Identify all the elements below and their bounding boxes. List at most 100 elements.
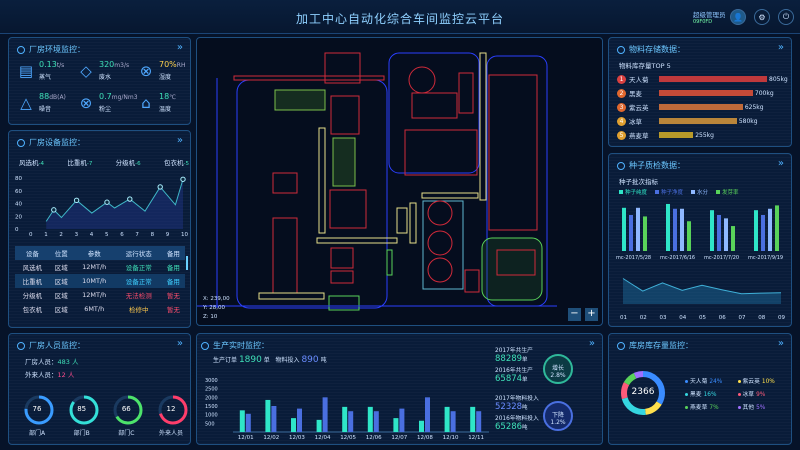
bar bbox=[393, 418, 399, 432]
ring-progress bbox=[24, 395, 54, 425]
noise-icon: △ bbox=[20, 93, 32, 112]
device-line-chart: 0 20 40 60 80 0 1 2 3 4 5 6 7 8 9 10 bbox=[15, 176, 188, 236]
legend-item: 种子纯度 bbox=[619, 188, 647, 196]
input-value: 890 bbox=[301, 355, 319, 365]
bar bbox=[450, 411, 456, 432]
env-item: ▤ 0.13t/s 蒸气 bbox=[18, 60, 65, 81]
env-item: ⌂ 18℃ 温度 bbox=[137, 92, 176, 113]
bar bbox=[775, 205, 779, 251]
visitor-label: 外来人员： bbox=[25, 371, 58, 379]
y-tick-label: 60 bbox=[15, 189, 22, 195]
legend-item: 黑麦 16% bbox=[685, 389, 738, 398]
warehouse-panel: 库房库存量监控： » 2366 天人菊 24% 紫云英 10% 黑麦 16% 冰草 9% 燕麦草… bbox=[608, 333, 792, 445]
legend-item: 水分 bbox=[691, 188, 708, 196]
donut-slice bbox=[621, 371, 665, 415]
legend-item: 其他 5% bbox=[737, 402, 791, 411]
seed-subtitle: 种子批次指标 bbox=[619, 178, 658, 186]
table-row[interactable]: 比重机 区域 10MT/h 设备正常 备用 bbox=[15, 274, 185, 288]
bar bbox=[643, 216, 647, 251]
zoom-in-button[interactable]: + bbox=[585, 308, 598, 321]
ring-progress bbox=[69, 395, 99, 425]
user-icon[interactable]: 👤 bbox=[730, 9, 746, 25]
panel-icon bbox=[17, 138, 25, 147]
device-summary-item: 分级机-6 bbox=[115, 159, 141, 167]
x-tick-label: 7 bbox=[135, 232, 139, 236]
table-row[interactable]: 包衣机 区域 6MT/h 检修中 暂无 bbox=[22, 305, 180, 314]
bar bbox=[373, 411, 379, 432]
x-tick-label: 01 bbox=[620, 315, 627, 321]
humidity-icon: ⊗ bbox=[139, 61, 153, 80]
more-icon[interactable]: » bbox=[176, 135, 183, 146]
seed-area-chart: 01 02 03 04 05 06 07 08 09 bbox=[620, 278, 785, 321]
more-icon[interactable]: » bbox=[588, 338, 595, 349]
storage-panel: 物料存储数据： » 物料库存量TOP 5 1 天人菊 805kg 2 黑麦 700kg 3 紫… bbox=[608, 37, 792, 147]
legend-item: 紫云英 10% bbox=[737, 376, 791, 385]
warehouse-donut-chart bbox=[621, 371, 665, 415]
x-tick-label: 2 bbox=[59, 232, 63, 236]
x-tick-label: 12/08 bbox=[417, 435, 433, 441]
table-row[interactable]: 风选机 区域 12MT/h 设备正常 备用 bbox=[22, 263, 180, 272]
user-id: 09F0FD bbox=[693, 19, 713, 25]
x-tick-label: 4 bbox=[90, 232, 94, 236]
more-icon[interactable]: » bbox=[176, 42, 183, 53]
x-tick-label: 12/03 bbox=[289, 435, 305, 441]
factory-floor-plan[interactable] bbox=[197, 38, 602, 325]
storage-item: 4 冰草 580kg bbox=[617, 114, 789, 128]
power-icon[interactable]: ⏻ bbox=[778, 9, 794, 25]
panel-icon bbox=[17, 45, 25, 54]
more-icon[interactable]: » bbox=[176, 338, 183, 349]
x-tick-label: 12/04 bbox=[315, 435, 331, 441]
donut-slice bbox=[621, 371, 665, 415]
bar bbox=[761, 215, 765, 251]
legend-item: 天人菊 24% bbox=[685, 376, 738, 385]
device-title: 厂房设备监控： bbox=[29, 138, 85, 147]
panel-icon bbox=[201, 341, 209, 350]
x-tick-label: mc-2017/6/16 bbox=[660, 255, 695, 261]
more-icon[interactable]: » bbox=[777, 42, 784, 53]
bar bbox=[724, 218, 728, 251]
x-tick-label: mc-2017/5/28 bbox=[616, 255, 651, 261]
x-tick-label: 1 bbox=[44, 232, 48, 236]
bar bbox=[666, 203, 670, 251]
visitor-count: 12 人 bbox=[57, 371, 75, 379]
dept-ring: 12 外来人员 bbox=[155, 394, 191, 437]
bar bbox=[419, 420, 424, 432]
x-tick-label: 12/07 bbox=[391, 435, 407, 441]
x-tick-label: 6 bbox=[120, 232, 124, 236]
cad-map-panel[interactable]: X: 239,00 Y: 28,00 Z: 10 − + bbox=[196, 37, 603, 326]
more-icon[interactable]: » bbox=[777, 338, 784, 349]
line-point bbox=[104, 199, 110, 205]
device-summary-item: 包衣机-5 bbox=[163, 159, 189, 167]
x-tick-label: 02 bbox=[640, 315, 647, 321]
bar bbox=[717, 215, 721, 251]
coordinate-readout: X: 239,00 Y: 28,00 Z: 10 bbox=[203, 296, 230, 320]
y-tick-label: 0 bbox=[15, 227, 19, 233]
legend-item: 发芽率 bbox=[716, 188, 739, 196]
bar bbox=[636, 207, 640, 251]
seed-title: 种子质检数据： bbox=[629, 161, 685, 170]
bar bbox=[768, 208, 772, 251]
line-series bbox=[45, 179, 184, 222]
x-tick-label: 12/02 bbox=[263, 435, 279, 441]
zoom-out-button[interactable]: − bbox=[568, 308, 581, 321]
y-tick-label: 2000 bbox=[205, 395, 218, 401]
x-tick-label: 09 bbox=[778, 315, 785, 321]
settings-icon[interactable]: ⚙ bbox=[754, 9, 770, 25]
table-row[interactable]: 分级机 区域 12MT/h 无法检测 暂无 bbox=[22, 291, 180, 300]
storage-bar bbox=[659, 76, 767, 82]
device-table: 设备 位置 参数 运行状态 备用 风选机 区域 12MT/h 设备正常 备用 比重机 区域 10MT/h… bbox=[15, 246, 185, 316]
storage-subtitle: 物料库存量TOP 5 bbox=[619, 62, 671, 70]
bar bbox=[316, 419, 322, 432]
y-tick-label: 3000 bbox=[205, 378, 218, 384]
table-scrollbar[interactable] bbox=[186, 256, 188, 270]
bar bbox=[239, 410, 245, 432]
bar bbox=[476, 411, 482, 432]
x-tick-label: 12/11 bbox=[468, 435, 484, 441]
production-stat: 2017年共生产 88289单 bbox=[495, 348, 533, 364]
storage-title: 物料存储数据： bbox=[629, 45, 685, 54]
panel-icon bbox=[17, 341, 25, 350]
storage-item: 3 紫云英 625kg bbox=[617, 100, 789, 114]
more-icon[interactable]: » bbox=[777, 158, 784, 169]
ring-progress bbox=[113, 395, 143, 425]
storage-bar bbox=[659, 104, 743, 110]
